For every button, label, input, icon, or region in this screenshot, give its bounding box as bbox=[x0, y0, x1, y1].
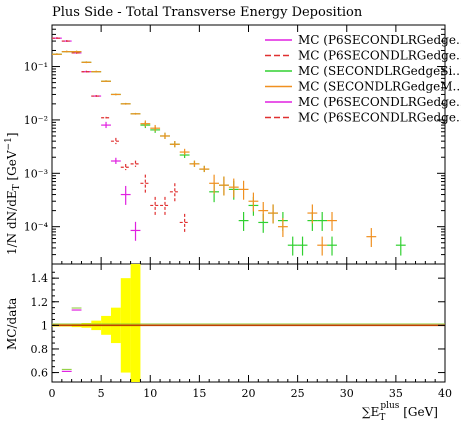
series-2-point-24 bbox=[287, 236, 298, 256]
x-tick-label: 20 bbox=[242, 387, 256, 400]
series-0-point-5 bbox=[101, 121, 111, 129]
series-1-point-6 bbox=[110, 137, 121, 145]
legend-label: MC (P6SECONDLRGedge... bbox=[298, 33, 461, 47]
series-3-point-13 bbox=[179, 148, 190, 156]
series-1-point-1 bbox=[61, 40, 72, 42]
main-y-axis-label: 1/N dN/dET [GeV−1] bbox=[4, 132, 22, 255]
series-3-point-8 bbox=[130, 112, 141, 115]
series-2-point-27 bbox=[317, 211, 328, 231]
main-y-tick-label: 10⁻¹ bbox=[24, 61, 48, 74]
main-plot-marks bbox=[52, 37, 406, 256]
series-3-point-11 bbox=[160, 132, 170, 139]
ratio-band-bin-8 bbox=[130, 264, 141, 382]
series-1-point-10 bbox=[150, 196, 161, 216]
x-axis-label: ∑ETplus [GeV] bbox=[362, 401, 438, 422]
series-3-point-1 bbox=[61, 50, 72, 53]
series-2-point-25 bbox=[297, 236, 308, 256]
legend-label: MC (P6SECONDLRGedge... bbox=[298, 95, 461, 109]
ratio-y-tick-label: 0.6 bbox=[31, 367, 49, 380]
ratio-y-tick-label: 0.8 bbox=[31, 343, 49, 356]
series-3-point-25 bbox=[317, 236, 328, 256]
series-3-point-5 bbox=[101, 80, 111, 83]
legend: MC (P6SECONDLRGedge... MC (P6SECONDLRGedg… bbox=[265, 33, 461, 125]
series-1-point-12 bbox=[169, 183, 180, 203]
series-3-point-19 bbox=[238, 180, 249, 200]
series-1-point-13 bbox=[179, 213, 190, 233]
legend-label: MC (SECONDLRGedgeSi... bbox=[298, 64, 461, 78]
ratio-y-tick-label: 1.2 bbox=[31, 296, 49, 309]
series-1-point-3 bbox=[81, 70, 92, 73]
x-tick-label: 40 bbox=[438, 387, 452, 400]
series-3-point-27 bbox=[366, 228, 377, 248]
ratio-y-tick-label: 1.4 bbox=[31, 272, 49, 285]
x-tick-label: 10 bbox=[143, 387, 157, 400]
series-1-point-4 bbox=[91, 95, 102, 97]
x-tick-label: 35 bbox=[389, 387, 403, 400]
series-1-point-0 bbox=[52, 37, 62, 39]
series-2-point-29 bbox=[395, 236, 406, 256]
series-3-point-4 bbox=[91, 70, 102, 73]
series-3-point-12 bbox=[169, 141, 180, 148]
series-0-point-6 bbox=[110, 157, 121, 164]
series-3-point-15 bbox=[199, 165, 210, 173]
chart-title: Plus Side - Total Transverse Energy Depo… bbox=[52, 5, 363, 20]
series-0-point-7 bbox=[120, 185, 131, 205]
ratio-point-0 bbox=[61, 368, 72, 372]
main-y-tick-label: 10⁻³ bbox=[24, 167, 48, 180]
main-y-tick-label: 10⁻² bbox=[24, 114, 48, 127]
ratio-y-axis-label: MC/data bbox=[5, 298, 19, 350]
series-1-point-8 bbox=[130, 160, 141, 167]
ratio-uncertainty-band bbox=[52, 264, 141, 382]
legend-label: MC (P6SECONDLRGedge... bbox=[298, 49, 461, 63]
legend-label: MC (P6SECONDLRGedge... bbox=[298, 111, 461, 125]
series-3-point-18 bbox=[228, 178, 239, 198]
x-tick-label: 30 bbox=[340, 387, 354, 400]
series-3-point-9 bbox=[140, 120, 151, 127]
series-2-point-28 bbox=[327, 236, 337, 256]
series-2-point-19 bbox=[238, 211, 249, 231]
main-y-tick-label: 10⁻⁴ bbox=[24, 221, 49, 234]
series-3-point-0 bbox=[52, 53, 62, 55]
x-tick-label: 25 bbox=[291, 387, 305, 400]
series-3-point-23 bbox=[277, 218, 288, 238]
axes-ticks: 0 5 10 15 20 25 30 35 40 10⁻¹ 10⁻² 10⁻³ 10⁻⁴ 0.6 0.8 1 1… bbox=[24, 25, 452, 400]
series-3-point-26 bbox=[327, 211, 337, 231]
series-3-point-17 bbox=[219, 176, 229, 196]
ratio-y-tick-label: 1 bbox=[41, 319, 48, 332]
series-3-point-22 bbox=[268, 204, 278, 224]
ratio-plot-marks bbox=[52, 307, 445, 372]
x-tick-label: 5 bbox=[98, 387, 105, 400]
ratio-point-1 bbox=[71, 307, 82, 311]
series-1-point-5 bbox=[101, 116, 111, 119]
series-3-point-10 bbox=[150, 124, 161, 132]
x-tick-label: 0 bbox=[49, 387, 56, 400]
series-0-point-8 bbox=[130, 221, 141, 241]
legend-label: MC (SECONDLRGedgeM... bbox=[298, 80, 461, 94]
series-3-point-3 bbox=[81, 61, 92, 64]
series-3-point-2 bbox=[71, 50, 82, 53]
series-1-point-11 bbox=[160, 196, 170, 216]
series-3-point-14 bbox=[189, 160, 200, 167]
series-3-point-21 bbox=[258, 202, 269, 221]
series-3-point-16 bbox=[209, 174, 220, 194]
series-3-point-20 bbox=[248, 192, 259, 212]
series-1-point-9 bbox=[140, 174, 151, 194]
series-3-point-7 bbox=[120, 102, 131, 105]
series-3-point-24 bbox=[307, 204, 318, 224]
series-3-point-6 bbox=[110, 93, 121, 96]
series-1-point-7 bbox=[120, 163, 131, 171]
x-tick-label: 15 bbox=[192, 387, 206, 400]
